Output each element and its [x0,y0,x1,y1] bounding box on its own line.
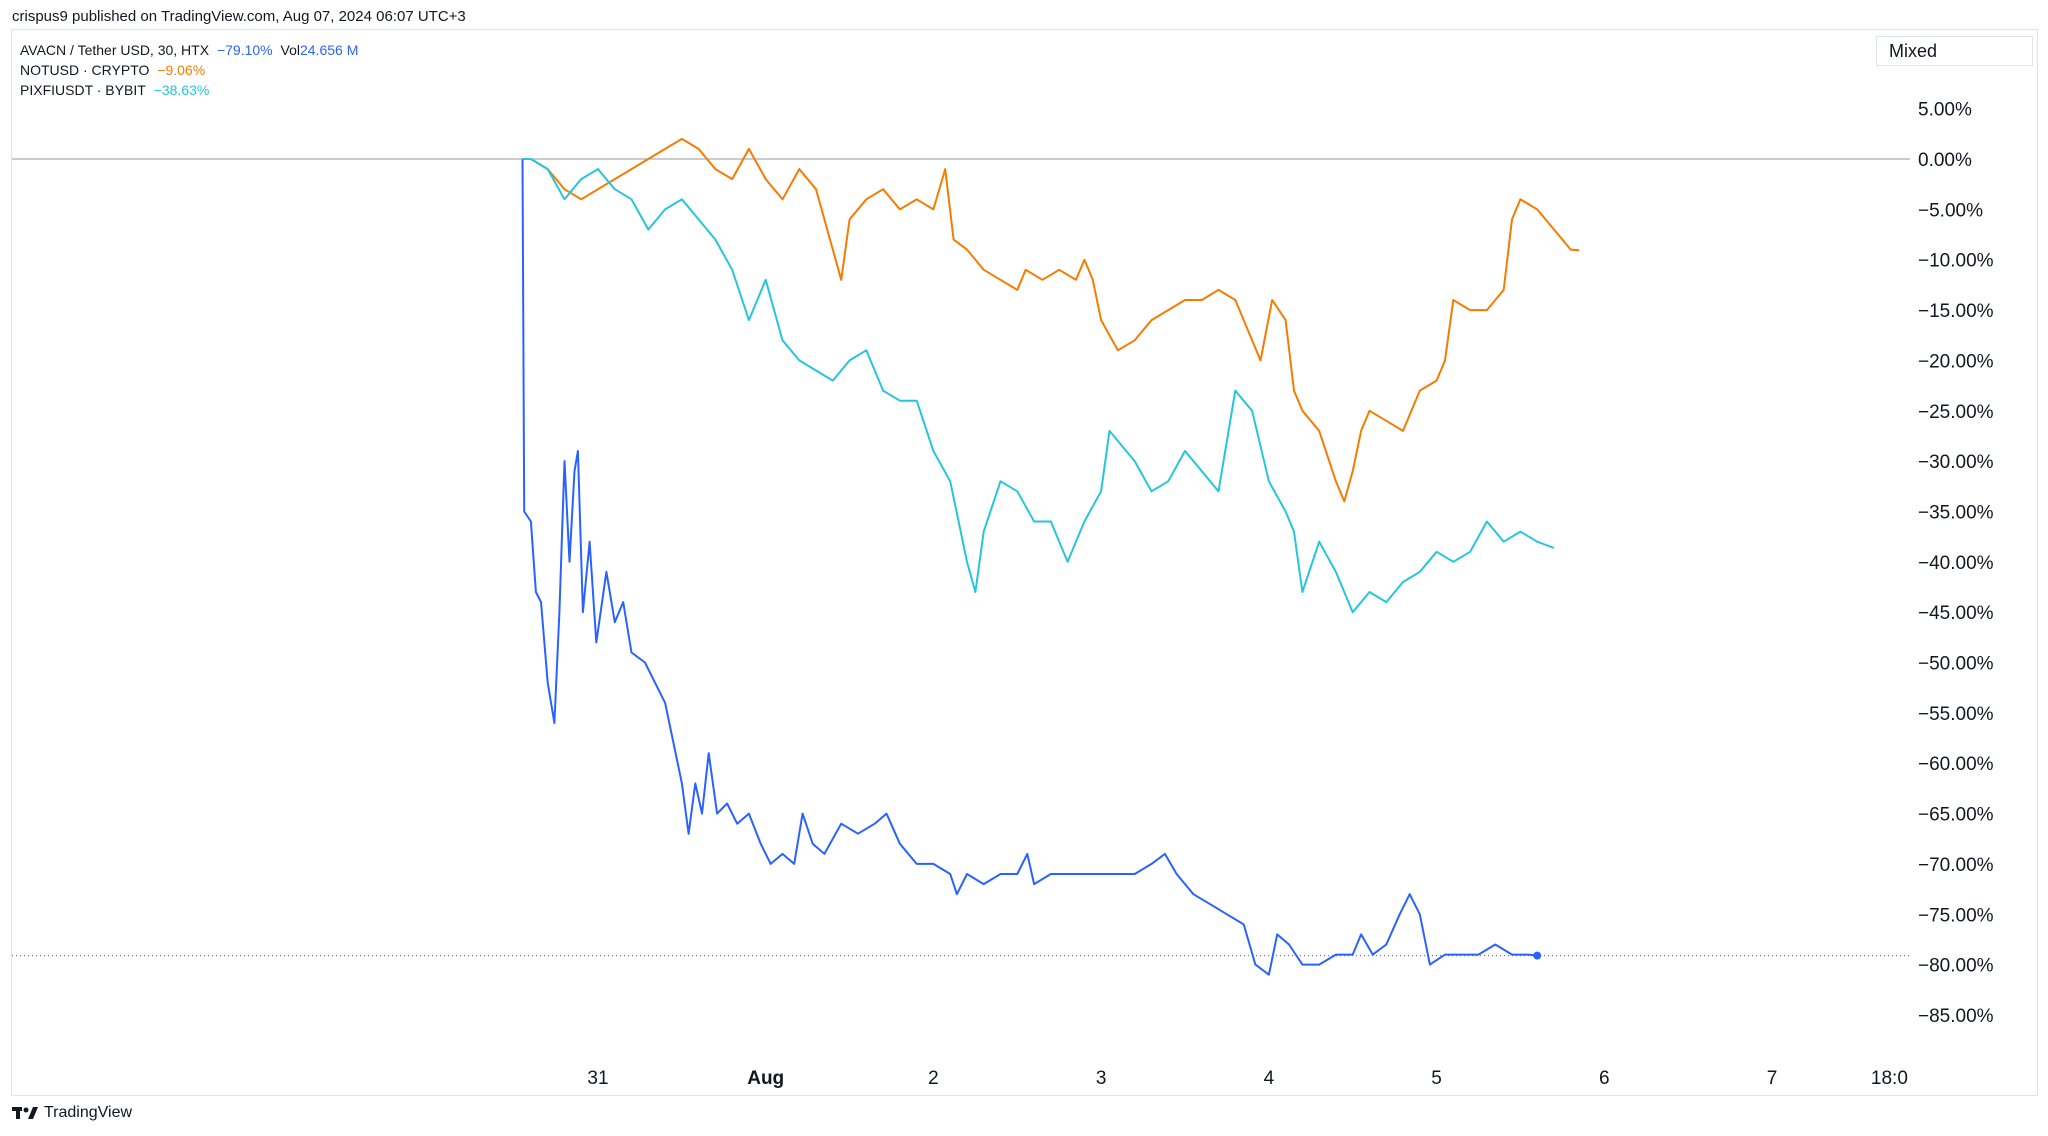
brand-text: TradingView [44,1104,133,1121]
series-line-0 [521,158,1538,976]
y-tick-label: −70.00% [1918,855,1994,876]
y-tick-label: −50.00% [1918,654,1994,675]
scale-mode-button[interactable]: Mixed [1876,36,2033,66]
y-tick-label: −65.00% [1918,805,1994,826]
tradingview-logo-icon [12,1107,38,1119]
y-tick-label: −85.00% [1918,1006,1994,1027]
tradingview-brand: TradingView [12,1104,132,1122]
legend-symbol: PIXFIUSDT · BYBIT [20,82,146,98]
legend-symbol: AVACN / Tether USD, 30, HTX [20,42,210,58]
y-tick-label: −15.00% [1918,301,1994,322]
y-tick-label: −10.00% [1918,251,1994,272]
legend-change: −9.06% [157,62,206,78]
chart-frame [11,29,2038,1096]
y-tick-label: 0.00% [1918,150,1972,171]
y-tick-label: −35.00% [1918,502,1994,523]
x-tick-label: 7 [1767,1068,1778,1089]
y-tick-label: −80.00% [1918,956,1994,977]
x-tick-label: 31 [587,1068,608,1089]
legend-symbol: NOTUSD · CRYPTO [20,62,150,78]
legend-change: −38.63% [153,82,210,98]
y-tick-label: −20.00% [1918,351,1994,372]
legend-item-notusd[interactable]: NOTUSD · CRYPTO −9.06% [20,60,362,80]
publish-info: crispus9 published on TradingView.com, A… [12,8,466,25]
last-price-marker [1533,951,1542,960]
series-line-1 [522,137,1580,503]
legend-item-avacn[interactable]: AVACN / Tether USD, 30, HTX −79.10% Vol2… [20,40,362,60]
y-tick-label: −55.00% [1918,704,1994,725]
y-tick-label: −25.00% [1918,402,1994,423]
x-tick-label: 6 [1599,1068,1610,1089]
legend-vol-label: Vol [280,42,300,58]
y-tick-label: −30.00% [1918,452,1994,473]
x-tick-label: 18:0 [1871,1068,1908,1089]
chart-legend: AVACN / Tether USD, 30, HTX −79.10% Vol2… [20,40,362,100]
y-tick-label: −45.00% [1918,603,1994,624]
x-tick-label: 5 [1431,1068,1442,1089]
x-tick-label: 4 [1264,1068,1275,1089]
legend-item-pixfiusdt[interactable]: PIXFIUSDT · BYBIT −38.63% [20,80,362,100]
x-tick-label: Aug [747,1068,784,1089]
x-tick-label: 2 [928,1068,939,1089]
y-tick-label: −5.00% [1918,200,1983,221]
x-tick-label: 3 [1096,1068,1107,1089]
legend-vol-value: 24.656 M [299,42,359,58]
y-tick-label: −40.00% [1918,553,1994,574]
series-line-2 [522,158,1555,614]
y-tick-label: −60.00% [1918,754,1994,775]
y-tick-label: 5.00% [1918,100,1972,121]
legend-change: −79.10% [216,42,273,58]
y-tick-label: −75.00% [1918,905,1994,926]
